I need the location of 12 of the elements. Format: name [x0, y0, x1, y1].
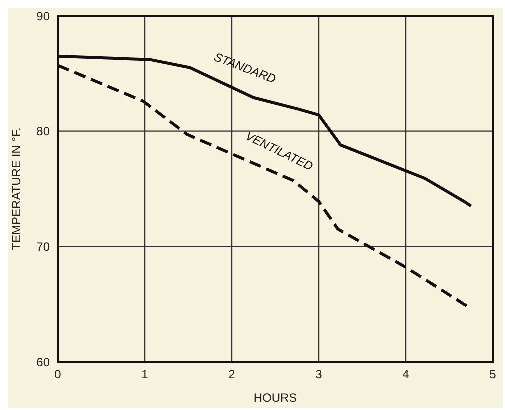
y-tick-label: 60 [36, 355, 50, 370]
y-tick-label: 70 [36, 240, 50, 254]
x-tick-label: 4 [402, 368, 410, 382]
y-tick-label: 80 [36, 124, 50, 139]
x-axis-title: HOURS [254, 391, 298, 405]
x-tick-label: 1 [142, 368, 149, 382]
y-axis-title: TEMPERATURE IN °F. [9, 128, 24, 250]
y-tick-label: 90 [36, 9, 50, 24]
x-tick-label: 3 [316, 368, 323, 382]
x-tick-label: 5 [490, 368, 497, 382]
x-tick-label: 2 [228, 368, 236, 382]
x-tick-label: 0 [54, 368, 62, 382]
